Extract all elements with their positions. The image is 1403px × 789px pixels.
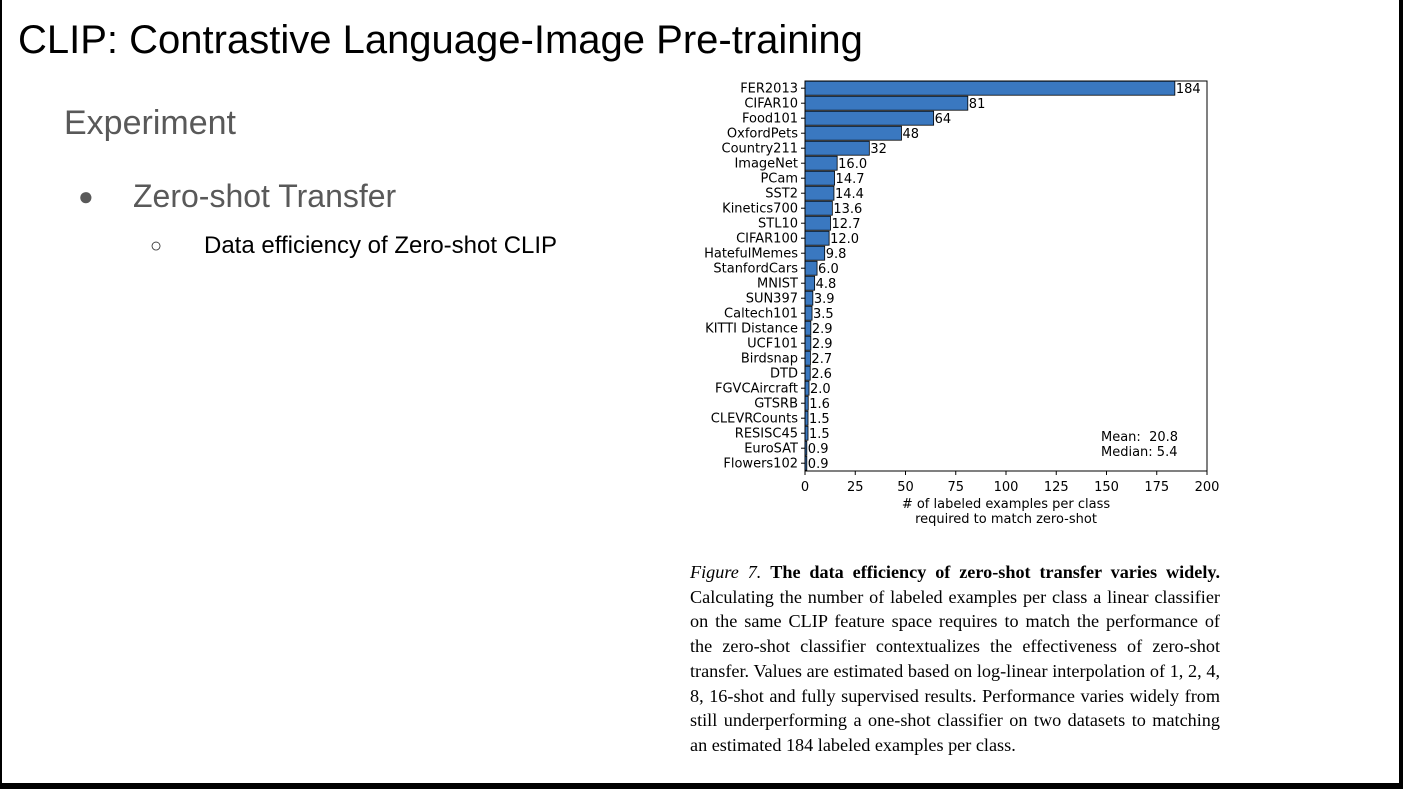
y-tick-label: SST2 [765,187,798,202]
bar [804,215,831,231]
caption-bold-text: The data efficiency of zero-shot transfe… [770,562,1221,582]
caption-figure-label: Figure 7. [690,562,762,582]
data-label: 12.0 [830,232,859,247]
x-tick-label: 25 [847,480,864,495]
y-tick-label: FER2013 [740,82,798,97]
x-tick-label: 125 [1044,480,1069,495]
bar [804,380,810,396]
y-tick-label: Birdsnap [741,352,798,367]
bar [804,230,830,246]
y-tick-label: MNIST [757,277,798,292]
median-annotation: Median: 5.4 [1101,445,1177,460]
bullet-circle-icon: ○ [150,235,163,257]
bar [804,365,811,381]
bar [804,260,818,276]
bar [804,245,826,261]
bar [804,170,835,186]
bar [804,110,935,126]
y-tick-label: SUN397 [746,292,798,307]
y-tick-label: RESISC45 [735,427,798,442]
data-label: 2.9 [812,337,833,352]
bar [804,125,902,141]
y-tick-label: StanfordCars [713,262,798,277]
y-tick-label: Flowers102 [723,457,798,472]
y-tick-label: ImageNet [734,157,798,172]
bar [804,185,835,201]
data-label: 9.8 [826,247,847,262]
data-label: 81 [969,97,986,112]
y-tick-label: DTD [770,367,798,382]
y-tick-label: UCF101 [747,337,798,352]
bar [804,320,812,336]
y-tick-label: STL10 [758,217,798,232]
y-tick-label: KITTI Distance [705,322,798,337]
data-label: 12.7 [832,217,861,232]
y-tick-label: HatefulMemes [704,247,798,262]
data-label: 14.4 [835,187,864,202]
x-tick-label: 200 [1195,480,1220,495]
y-tick-label: FGVCAircraft [715,382,798,397]
data-label: 32 [870,142,887,157]
y-tick-label: CIFAR100 [736,232,798,247]
bar [804,350,811,366]
data-label: 2.7 [811,352,832,367]
bar-chart: FER2013 184 CIFAR10 81 Food101 64 OxfordPets 48… [704,80,1220,527]
data-label: 4.8 [816,277,837,292]
y-tick-label: CLEVRCounts [711,412,798,427]
x-tick-label: 75 [947,480,964,495]
data-label: 48 [902,127,919,142]
y-tick-label: OxfordPets [727,127,798,142]
data-label: 2.0 [810,382,831,397]
x-tick-label: 50 [897,480,914,495]
mean-annotation: Mean: 20.8 [1101,430,1178,445]
data-label: 2.6 [811,367,832,382]
x-tick-label: 150 [1094,480,1119,495]
caption-body-text: Calculating the number of labeled exampl… [690,586,1220,755]
data-label: 184 [1176,82,1201,97]
data-label: 13.6 [833,202,862,217]
slide-title: CLIP: Contrastive Language-Image Pre-tra… [18,18,863,62]
data-label: 64 [935,112,952,127]
data-label: 2.9 [812,322,833,337]
bar [804,200,833,216]
bar [804,290,814,306]
bar [804,80,1176,96]
data-label: 1.5 [809,427,830,442]
data-label: 0.9 [808,442,829,457]
y-tick-label: Kinetics700 [722,202,798,217]
data-label: 3.9 [814,292,835,307]
data-label: 6.0 [818,262,839,277]
y-tick-label: GTSRB [754,397,798,412]
data-label: 14.7 [836,172,865,187]
figure-caption: Figure 7. The data efficiency of zero-sh… [690,560,1220,758]
y-tick-label: Caltech101 [724,307,798,322]
bar [804,140,870,156]
data-label: 3.5 [813,307,834,322]
bar [804,275,816,291]
y-tick-label: Country211 [722,142,798,157]
section-subtitle: Experiment [64,104,236,142]
bullet-level2-text: Data efficiency of Zero-shot CLIP [204,232,558,259]
bar [804,305,813,321]
data-label: 0.9 [808,457,829,472]
x-tick-label: 175 [1144,480,1169,495]
bullet-level1-text: Zero-shot Transfer [133,178,397,214]
data-label: 16.0 [838,157,867,172]
y-tick-label: PCam [760,172,798,187]
bullet-dot-icon: ● [78,181,94,211]
bar [804,95,969,111]
x-axis-label: # of labeled examples per class required … [902,497,1111,527]
x-tick-label: 0 [801,480,809,495]
x-tick-label: 100 [994,480,1019,495]
y-tick-label: Food101 [742,112,798,127]
bar [804,155,838,171]
data-label: 1.5 [809,412,830,427]
y-tick-label: EuroSAT [744,442,798,457]
y-tick-label: CIFAR10 [744,97,798,112]
data-label: 1.6 [809,397,830,412]
bar [804,335,812,351]
